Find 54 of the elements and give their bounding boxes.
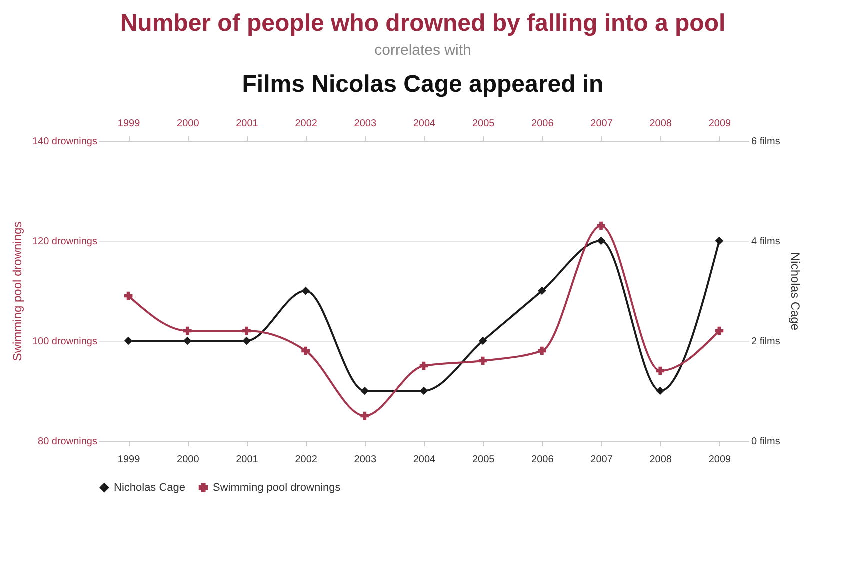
x-tick-label: 2002 bbox=[295, 118, 318, 130]
point bbox=[478, 336, 488, 346]
x-tick-label: 2000 bbox=[177, 118, 200, 130]
point bbox=[124, 336, 133, 346]
x-tick-label: 2001 bbox=[236, 118, 259, 130]
y-tick-label: 120 drownings bbox=[32, 236, 98, 248]
y-tick-label: 100 drownings bbox=[32, 336, 98, 348]
point bbox=[656, 366, 665, 376]
point bbox=[302, 346, 310, 356]
point bbox=[597, 236, 606, 246]
y-tick-label: 140 drownings bbox=[32, 136, 98, 148]
x-tick-label: 2004 bbox=[413, 118, 436, 130]
category-label: 2003 bbox=[354, 454, 377, 466]
point bbox=[242, 336, 251, 346]
y-tick-label: 80 drownings bbox=[38, 436, 98, 448]
legend-label: Nicholas Cage bbox=[114, 482, 186, 494]
y2-tick-label: 4 films bbox=[752, 236, 780, 248]
point bbox=[538, 286, 546, 296]
point bbox=[242, 326, 251, 336]
point bbox=[302, 286, 310, 296]
point bbox=[420, 386, 428, 396]
y2-tick-label: 0 films bbox=[752, 436, 780, 448]
x-tick-label: 2003 bbox=[354, 118, 377, 130]
x-tick-label: 2008 bbox=[650, 118, 672, 130]
category-label: 2000 bbox=[177, 454, 200, 466]
text: Films Nicolas Cage appeared in bbox=[241, 71, 605, 99]
point bbox=[478, 356, 488, 366]
category-label: 2001 bbox=[236, 454, 258, 466]
point bbox=[183, 326, 192, 336]
point bbox=[597, 222, 606, 230]
y2-tick-label: 2 films bbox=[752, 336, 780, 348]
point bbox=[360, 412, 370, 420]
category-label: 2002 bbox=[295, 454, 318, 466]
legend-label: Swimming pool drownings bbox=[213, 482, 342, 494]
point bbox=[656, 386, 665, 396]
chart-title: Number of people who drowned by falling into a pool bbox=[119, 10, 727, 38]
category-label: 2008 bbox=[650, 454, 672, 466]
category-label: 2004 bbox=[413, 454, 436, 466]
category-label: 2006 bbox=[532, 454, 554, 466]
chart-subtitle: correlates with bbox=[374, 42, 472, 59]
y-axis-title: Swimming pool drownings bbox=[10, 222, 24, 362]
x-tick-label: 1999 bbox=[118, 118, 141, 130]
x-tick-label: 2006 bbox=[532, 118, 554, 130]
x-tick-label: 2009 bbox=[708, 118, 732, 130]
point bbox=[538, 346, 546, 356]
y2-tick-label: 6 films bbox=[752, 136, 780, 148]
y2-axis-title: Nicholas Cage bbox=[788, 252, 802, 331]
x-tick-label: 2007 bbox=[590, 118, 614, 130]
category-label: 2009 bbox=[708, 454, 732, 466]
category-label: 2005 bbox=[472, 454, 495, 466]
x-tick-label: 2005 bbox=[472, 118, 496, 130]
category-label: 2007 bbox=[590, 454, 613, 466]
point bbox=[715, 236, 724, 246]
category-label: 1999 bbox=[118, 454, 140, 466]
